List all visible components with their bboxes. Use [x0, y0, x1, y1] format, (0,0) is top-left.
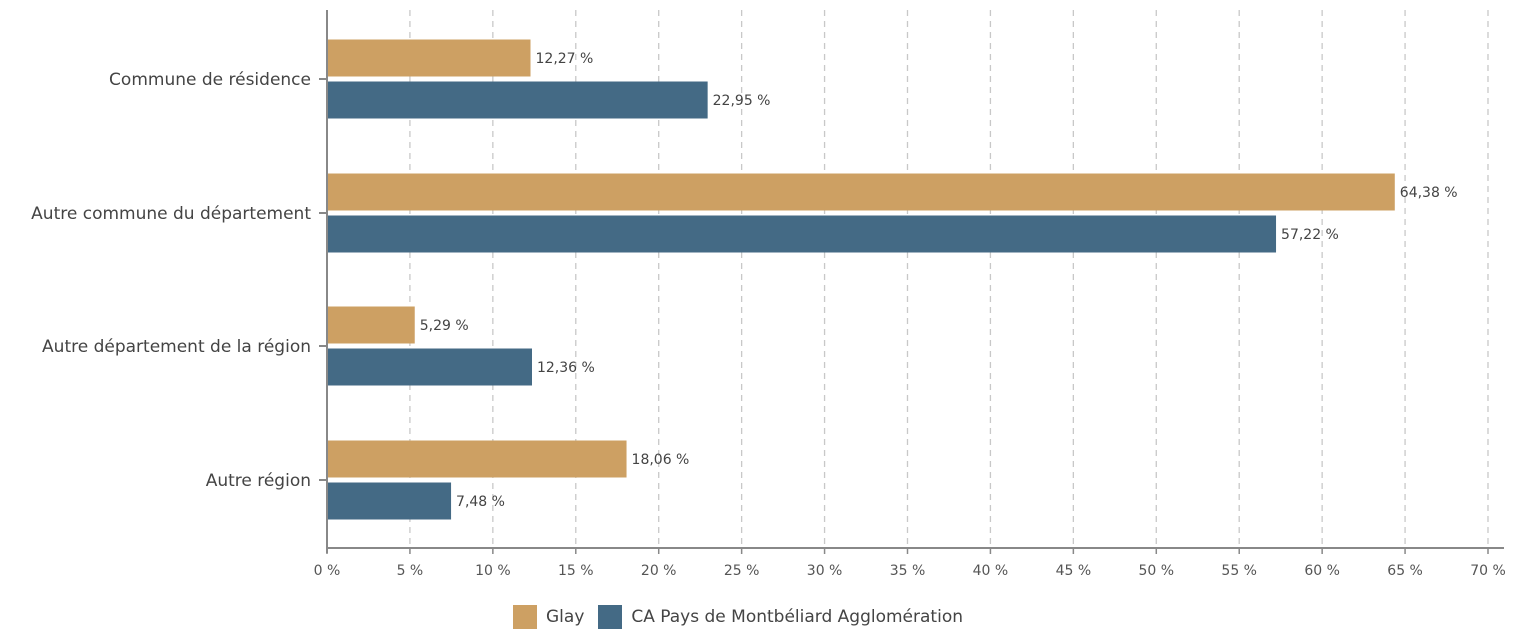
x-tick-label-60: 60 % — [1304, 563, 1340, 579]
x-tick-label-35: 35 % — [890, 563, 926, 579]
axes — [319, 10, 1504, 554]
bars — [327, 39, 1395, 520]
value-label-ca-pays-0: 22,95 % — [713, 93, 771, 109]
x-tick-label-45: 45 % — [1056, 563, 1092, 579]
x-tick-label-5: 5 % — [397, 563, 424, 579]
x-tick-label-20: 20 % — [641, 563, 677, 579]
value-label-ca-pays-1: 57,22 % — [1281, 227, 1339, 243]
x-tick-label-70: 70 % — [1470, 563, 1506, 579]
bar-glay-1[interactable] — [327, 173, 1395, 211]
bar-ca-pays-3[interactable] — [327, 482, 452, 520]
legend-swatch-glay — [513, 605, 537, 629]
bar-ca-pays-0[interactable] — [327, 81, 708, 119]
bar-glay-3[interactable] — [327, 440, 627, 478]
category-label-1: Autre commune du département — [31, 204, 311, 224]
labels: 12,27 % 22,95 % Commune de résidence 64,38 … — [31, 51, 1506, 579]
legend-item-glay[interactable]: Glay — [513, 605, 584, 629]
category-label-3: Autre région — [206, 471, 311, 491]
legend-swatch-ca-pays-de-montbeliard — [598, 605, 623, 629]
bar-glay-2[interactable] — [327, 306, 415, 344]
x-tick-label-25: 25 % — [724, 563, 760, 579]
value-label-ca-pays-3: 7,48 % — [456, 494, 505, 510]
value-label-ca-pays-2: 12,36 % — [537, 360, 595, 376]
x-tick-label-0: 0 % — [314, 563, 341, 579]
legend-label-glay: Glay — [546, 607, 585, 627]
value-label-glay-1: 64,38 % — [1400, 185, 1458, 201]
category-label-2: Autre département de la région — [42, 337, 311, 357]
x-tick-label-40: 40 % — [973, 563, 1009, 579]
x-tick-label-30: 30 % — [807, 563, 843, 579]
value-label-glay-2: 5,29 % — [420, 318, 469, 334]
x-tick-label-15: 15 % — [558, 563, 594, 579]
x-tick-label-65: 65 % — [1387, 563, 1423, 579]
x-tick-label-50: 50 % — [1138, 563, 1174, 579]
x-tick-label-10: 10 % — [475, 563, 511, 579]
category-label-0: Commune de résidence — [109, 70, 311, 90]
value-label-glay-3: 18,06 % — [632, 452, 690, 468]
legend-item-ca-pays-de-montbeliard[interactable]: CA Pays de Montbéliard Agglomération — [598, 605, 963, 629]
value-label-glay-0: 12,27 % — [536, 51, 594, 67]
bar-glay-0[interactable] — [327, 39, 531, 77]
x-tick-label-55: 55 % — [1221, 563, 1257, 579]
bar-chart: 12,27 % 22,95 % Commune de résidence 64,38 … — [31, 10, 1506, 579]
bar-ca-pays-1[interactable] — [327, 215, 1277, 253]
legend: Glay CA Pays de Montbéliard Agglomératio… — [513, 604, 977, 630]
bar-ca-pays-2[interactable] — [327, 348, 532, 386]
legend-label-ca-pays-de-montbeliard: CA Pays de Montbéliard Agglomération — [631, 607, 963, 627]
